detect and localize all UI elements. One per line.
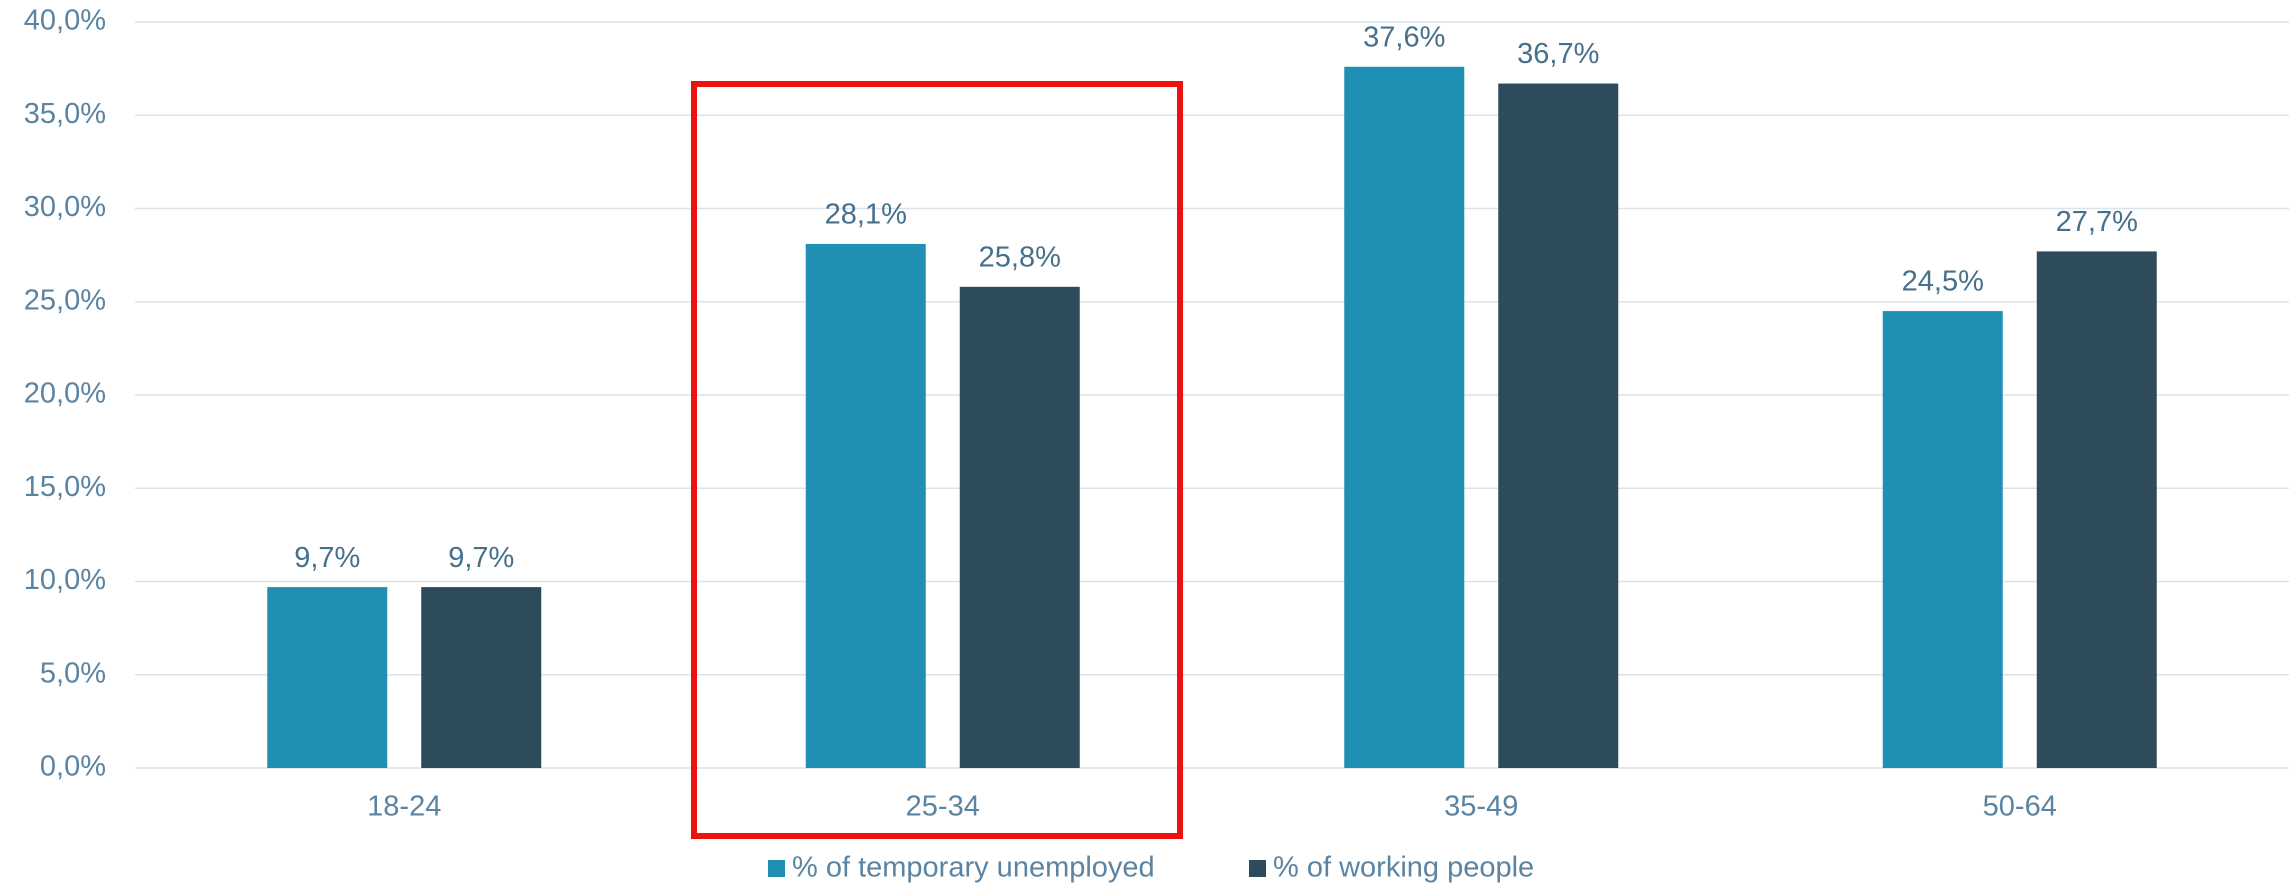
legend-label: % of working people — [1273, 852, 1534, 884]
y-tick-label: 5,0% — [40, 657, 106, 689]
data-label: 36,7% — [1517, 38, 1599, 70]
data-label: 9,7% — [448, 542, 514, 574]
data-label: 28,1% — [825, 199, 907, 231]
y-tick-label: 30,0% — [24, 191, 106, 223]
bar — [267, 587, 388, 768]
data-label: 27,7% — [2056, 206, 2138, 238]
data-label: 9,7% — [294, 542, 360, 574]
y-tick-label: 20,0% — [24, 378, 106, 410]
legend-label: % of temporary unemployed — [792, 852, 1155, 884]
legend-swatch — [768, 860, 785, 877]
y-tick-label: 0,0% — [40, 751, 106, 783]
x-tick-label: 18-24 — [367, 791, 441, 823]
data-label: 24,5% — [1902, 266, 1984, 298]
legend-swatch — [1249, 860, 1266, 877]
y-tick-label: 40,0% — [24, 5, 106, 37]
y-tick-label: 25,0% — [24, 284, 106, 316]
bar — [421, 587, 542, 768]
data-label: 25,8% — [979, 241, 1061, 273]
bar — [2036, 251, 2157, 768]
x-tick-label: 35-49 — [1444, 791, 1518, 823]
bar — [1498, 83, 1619, 769]
y-tick-label: 35,0% — [24, 98, 106, 130]
y-tick-label: 10,0% — [24, 564, 106, 596]
bar — [959, 286, 1080, 768]
highlight-box — [691, 81, 1183, 839]
x-tick-label: 25-34 — [906, 791, 980, 823]
bar — [805, 243, 926, 768]
bar — [1882, 311, 2003, 768]
x-tick-label: 50-64 — [1983, 791, 2057, 823]
data-label: 37,6% — [1363, 21, 1445, 53]
bar — [1344, 66, 1465, 768]
y-tick-label: 15,0% — [24, 471, 106, 503]
